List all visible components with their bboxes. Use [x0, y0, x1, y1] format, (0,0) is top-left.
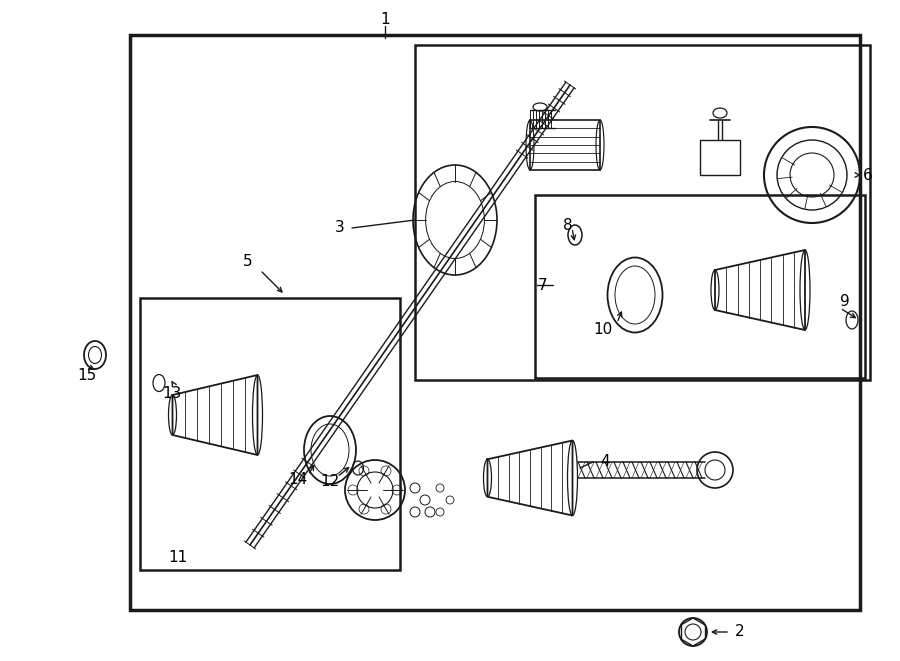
Bar	[415, 45, 870, 380]
Text: 3: 3	[335, 221, 345, 235]
Text: 7: 7	[538, 278, 548, 293]
Text: 12: 12	[320, 475, 339, 490]
Text: 11: 11	[168, 551, 187, 566]
Text: 5: 5	[243, 254, 253, 270]
Text: 8: 8	[563, 217, 572, 233]
Bar	[530, 120, 600, 170]
Text: 13: 13	[162, 385, 182, 401]
Text: 2: 2	[735, 625, 745, 639]
Bar	[140, 298, 400, 570]
Bar	[700, 140, 740, 175]
Text: 4: 4	[600, 455, 610, 469]
Text: 9: 9	[840, 295, 850, 309]
Text: 15: 15	[77, 368, 96, 383]
Text: 14: 14	[288, 473, 308, 488]
Text: 1: 1	[380, 13, 390, 28]
Bar	[535, 195, 865, 378]
Text: 6: 6	[863, 167, 873, 182]
Bar	[130, 35, 860, 610]
Text: 10: 10	[593, 323, 613, 338]
